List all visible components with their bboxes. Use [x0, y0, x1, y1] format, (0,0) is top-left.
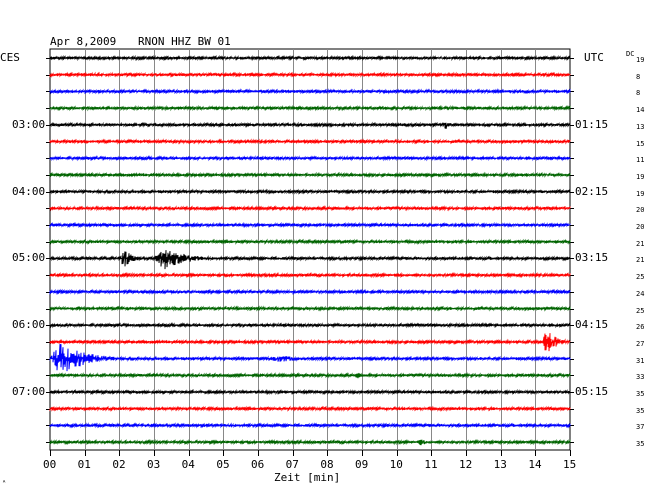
seismogram-trace	[49, 422, 571, 429]
right-time-label: 04:15	[575, 318, 609, 332]
dc-value: 11	[636, 156, 645, 165]
seismogram-trace	[49, 322, 571, 329]
seismogram-trace	[49, 305, 571, 312]
seismogram-trace	[49, 88, 571, 95]
seismogram-trace	[49, 205, 571, 212]
dc-value: 19	[636, 56, 645, 64]
left-time-label: 04:00	[12, 184, 46, 198]
left-time-label: 03:00	[12, 117, 46, 131]
x-tick-label: 06	[251, 458, 265, 471]
seismogram-trace	[49, 372, 571, 379]
dc-value: 26	[636, 323, 645, 332]
seismogram-trace	[49, 238, 571, 245]
x-tick-label: 10	[389, 458, 403, 471]
dc-value: 25	[636, 273, 645, 282]
dc-value: 35	[636, 390, 645, 398]
x-tick-label: 14	[528, 458, 542, 471]
dc-value: 13	[636, 122, 645, 131]
dc-value: 35	[636, 406, 645, 415]
plot-grid	[46, 48, 574, 456]
x-tick-label: 13	[493, 458, 507, 471]
seismogram-trace	[49, 71, 571, 78]
seismogram-traces	[49, 54, 571, 446]
seismogram-trace	[49, 138, 571, 145]
right-time-label: 05:15	[575, 385, 609, 398]
seismogram-trace	[49, 405, 571, 412]
left-time-label: 06:00	[12, 318, 46, 332]
dc-value: 20	[636, 223, 645, 231]
right-time-label: 03:15	[575, 251, 609, 265]
seismogram-trace	[49, 221, 571, 229]
dc-value: 8	[636, 89, 641, 98]
header-date: Apr 8,2009	[50, 35, 117, 48]
x-tick-label: 01	[77, 458, 91, 471]
seismogram-trace	[49, 288, 571, 296]
x-axis-label: Zeit [min]	[274, 471, 341, 484]
x-tick-label: 09	[355, 458, 369, 471]
seismogram-trace	[49, 271, 571, 279]
x-tick-label: 12	[459, 458, 473, 471]
dc-value: 24	[636, 289, 645, 298]
seismogram-trace	[49, 343, 571, 372]
x-tick-label: 00	[43, 458, 57, 471]
dc-value: 31	[636, 356, 645, 365]
header-station: RNON HHZ BW 01	[138, 35, 231, 48]
left-time-label: 07:00	[12, 385, 46, 398]
left-timezone-label: CES	[0, 51, 20, 64]
right-time-label: 01:15	[575, 117, 609, 131]
left-time-label: 05:00	[12, 251, 46, 265]
seismogram-trace	[49, 171, 571, 179]
x-tick-label: 04	[181, 458, 195, 471]
dc-value: 25	[636, 306, 645, 315]
dc-value: 14	[636, 106, 645, 115]
right-timezone-label: UTC	[584, 51, 604, 64]
seismogram-trace	[49, 54, 571, 62]
x-tick-label: 15	[563, 458, 577, 471]
x-tick-label: 07	[285, 458, 299, 471]
dc-value: 33	[636, 373, 645, 382]
x-tick-label: 03	[147, 458, 161, 471]
x-tick-label: 08	[320, 458, 334, 471]
dc-value: 8	[636, 72, 641, 81]
dc-value: 19	[636, 172, 645, 181]
dc-label: DC	[626, 50, 635, 58]
x-tick-label: 02	[112, 458, 126, 471]
dc-value: 19	[636, 189, 645, 198]
dc-value: 27	[636, 339, 645, 348]
corner-mark: ᴬ	[2, 479, 7, 487]
seismogram-trace	[49, 438, 571, 446]
dc-value: 21	[636, 256, 645, 265]
dc-value: 37	[636, 423, 645, 432]
seismogram-trace	[49, 121, 571, 130]
seismogram-trace	[49, 188, 571, 195]
x-tick-label: 05	[216, 458, 230, 471]
right-time-label: 02:15	[575, 184, 609, 198]
x-tick-label: 11	[424, 458, 438, 471]
seismogram-trace	[49, 250, 571, 270]
dc-value: 15	[636, 139, 645, 148]
dc-value: 35	[636, 440, 645, 449]
seismogram-trace	[49, 388, 571, 396]
seismogram-trace	[49, 104, 571, 112]
dc-value: 21	[636, 239, 645, 248]
dc-value: 20	[636, 206, 645, 215]
plot-frame	[49, 48, 571, 451]
seismogram-trace	[49, 333, 571, 352]
seismogram-trace	[49, 155, 571, 162]
